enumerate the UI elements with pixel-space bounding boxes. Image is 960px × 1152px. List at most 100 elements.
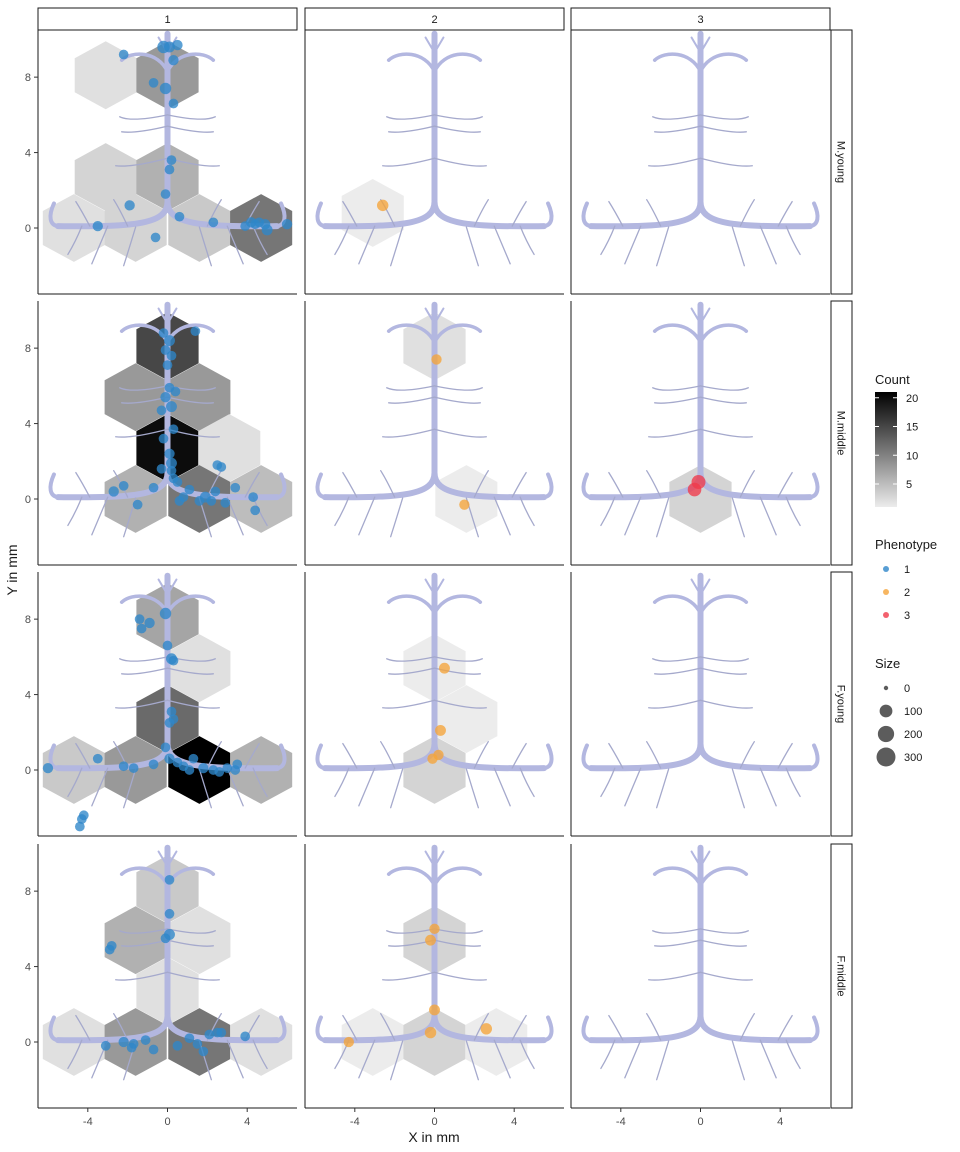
data-point <box>106 940 117 951</box>
vessel-vein <box>123 226 137 267</box>
vessel-right-tip <box>542 743 554 771</box>
vessel-left-tip <box>581 472 593 500</box>
data-point <box>140 1035 151 1045</box>
vessel-vein <box>600 767 616 798</box>
vessel-crown-twig-left <box>690 36 702 54</box>
vessel-vein <box>785 496 801 527</box>
count-legend-title: Count <box>875 372 910 387</box>
phenotype-legend-key <box>883 566 889 572</box>
vessel-right-tip <box>808 201 820 229</box>
vessel-vein <box>113 199 129 227</box>
y-tick-label: 4 <box>25 419 31 431</box>
vessel-vein <box>511 1014 527 1041</box>
vessel-vein <box>608 471 624 498</box>
vessel-vein <box>115 971 169 981</box>
data-point <box>164 41 175 53</box>
vessel-vein <box>388 667 436 675</box>
data-point <box>150 232 161 243</box>
vessel-crown-twig-right <box>433 578 445 596</box>
vessel-vein <box>390 1040 404 1081</box>
vessel-vein <box>166 114 216 120</box>
vessel-vein <box>115 157 169 167</box>
hexbin <box>104 906 167 975</box>
x-tick-label: 0 <box>431 1116 437 1128</box>
vessel-vein <box>75 742 91 769</box>
vessel-vein <box>388 396 436 404</box>
vessel-vein <box>386 928 436 934</box>
vessel-vein <box>600 1039 616 1070</box>
vessel-vein <box>380 741 396 769</box>
facet-panel <box>571 301 830 565</box>
phenotype-legend-key <box>883 589 889 595</box>
vessel-vein <box>759 225 777 265</box>
vessel-vein <box>731 768 745 809</box>
vessel-vein <box>652 385 702 391</box>
vessel-vein <box>91 496 109 536</box>
vessel-vein <box>473 1013 489 1041</box>
data-point <box>343 1036 355 1048</box>
size-legend-label: 0 <box>904 683 910 695</box>
y-tick-label: 0 <box>25 765 31 777</box>
data-point <box>376 199 389 212</box>
facet-panel <box>571 30 830 294</box>
vessel-vein <box>121 667 169 675</box>
vessel-vein <box>67 1039 83 1070</box>
vessel-vein <box>433 157 487 167</box>
vessel-vein <box>166 928 216 934</box>
y-tick-label: 8 <box>25 886 31 898</box>
vessel-vein <box>386 385 436 391</box>
hexbin <box>341 179 404 247</box>
row-strip <box>830 843 853 1109</box>
data-point <box>210 486 221 497</box>
vessel-vein <box>731 497 745 538</box>
y-tick-label: 4 <box>25 148 31 160</box>
y-tick-label: 8 <box>25 343 31 355</box>
vessel-vein <box>119 114 169 120</box>
vessel-crown-twig-right <box>433 36 445 54</box>
vessel-crown-twig-right <box>699 307 711 325</box>
data-point <box>198 762 209 774</box>
data-point <box>162 640 173 651</box>
vessel-crown-right <box>165 52 216 74</box>
vessel-vein <box>334 767 350 798</box>
vessel-vein <box>433 928 483 934</box>
vessel-vein <box>624 767 642 807</box>
phenotype-legend-key <box>883 612 889 618</box>
vessel-vein <box>119 385 169 391</box>
y-tick-label: 4 <box>25 690 31 702</box>
vessel-vein <box>465 1040 479 1081</box>
data-point <box>184 765 195 775</box>
vessel-vein <box>493 225 511 265</box>
vessel-vein <box>519 767 535 798</box>
data-point <box>156 405 167 416</box>
vessel-vein <box>699 428 753 438</box>
vessel-vein <box>119 656 169 662</box>
x-tick-label: 4 <box>777 1116 783 1128</box>
data-point <box>172 1040 183 1051</box>
data-point <box>240 221 251 231</box>
vessel-crown-right <box>698 866 749 888</box>
vessel-crown-right <box>698 52 749 74</box>
vessel-crown-left <box>119 323 170 345</box>
vessel-vein <box>433 125 481 133</box>
data-point <box>144 617 155 629</box>
vessel-vein <box>785 767 801 798</box>
vessel-vein <box>654 125 702 133</box>
facet-panel <box>37 301 297 565</box>
data-point <box>691 475 706 490</box>
vessel-crown-twig-left <box>424 307 436 325</box>
vessel-vein <box>380 1013 396 1041</box>
data-point <box>134 614 145 624</box>
hexbin <box>403 736 466 804</box>
hexbin <box>669 465 732 533</box>
vessel-crown-left <box>119 866 170 888</box>
vessel-vein <box>656 497 670 538</box>
vessel-vein <box>731 1040 745 1081</box>
vessel-vein <box>166 125 214 133</box>
vessel-crown-twig-left <box>690 307 702 325</box>
vessel-vein <box>646 741 662 769</box>
data-point <box>74 821 85 832</box>
vessel-crown-twig-left <box>424 578 436 596</box>
vessel-vein <box>473 199 489 227</box>
